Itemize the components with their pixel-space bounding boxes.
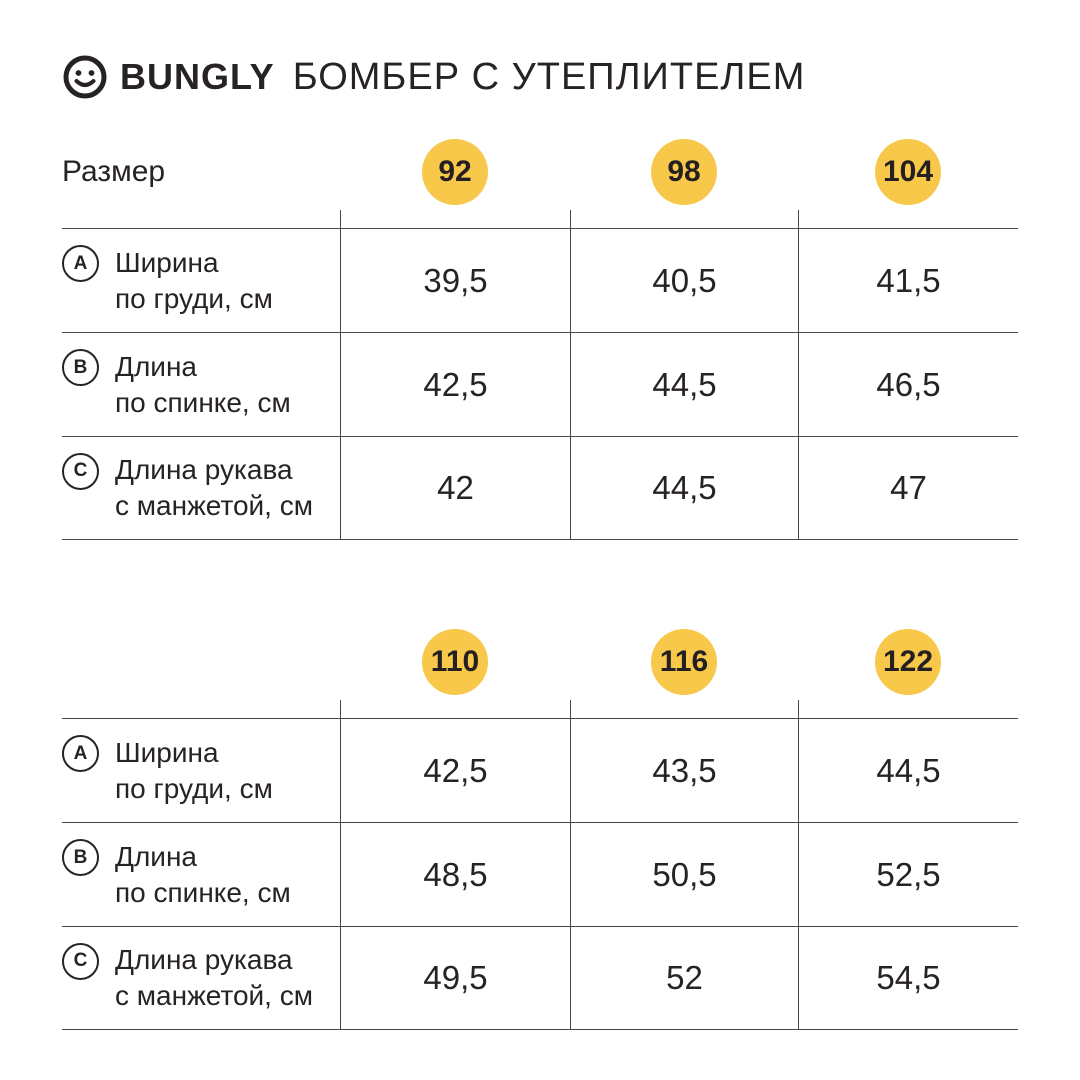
- value-cell: 52,5: [798, 822, 1018, 926]
- value-cell: 42,5: [340, 718, 570, 822]
- tables-gap: [62, 540, 1018, 624]
- value-cell: 41,5: [798, 228, 1018, 332]
- size-header-empty: [62, 624, 340, 700]
- size-badge-98: 98: [651, 139, 717, 205]
- value-cell: 44,5: [570, 436, 798, 540]
- row-letter-badge: B: [62, 349, 99, 386]
- size-chart-page: BUNGLY БОМБЕР С УТЕПЛИТЕЛЕМ Размер 92 98…: [62, 54, 1018, 1030]
- value-cell: 46,5: [798, 332, 1018, 436]
- size-badge-116: 116: [651, 629, 717, 695]
- brand-name: BUNGLY: [120, 56, 275, 97]
- row-label-cell: C Длина рукава с манжетой, см: [62, 926, 340, 1030]
- value-cell: 49,5: [340, 926, 570, 1030]
- row-label: Длина рукава с манжетой, см: [115, 944, 313, 1011]
- column-divider: [340, 700, 570, 718]
- size-header-cell: 92: [340, 134, 570, 210]
- size-table-110-122: 110 116 122 A Ширина по груди, см: [62, 624, 1018, 1030]
- brand-smiley-icon: [62, 54, 108, 100]
- row-label-cell: B Длина по спинке, см: [62, 822, 340, 926]
- value-cell: 47: [798, 436, 1018, 540]
- row-letter-badge: B: [62, 839, 99, 876]
- value-cell: 48,5: [340, 822, 570, 926]
- row-letter-badge: C: [62, 452, 99, 490]
- column-divider: [340, 210, 570, 228]
- value-cell: 50,5: [570, 822, 798, 926]
- size-badge-104: 104: [875, 139, 941, 205]
- value-cell: 52: [570, 926, 798, 1030]
- row-label: Длина по спинке, см: [115, 840, 291, 908]
- value-cell: 42,5: [340, 332, 570, 436]
- row-letter-badge: A: [62, 245, 99, 282]
- size-badge-122: 122: [875, 629, 941, 695]
- size-badge-92: 92: [422, 139, 488, 205]
- row-letter-badge: C: [62, 942, 99, 980]
- header: BUNGLY БОМБЕР С УТЕПЛИТЕЛЕМ: [62, 54, 1018, 100]
- row-label-cell: C Длина рукава с манжетой, см: [62, 436, 340, 540]
- column-divider: [570, 700, 798, 718]
- page-title: БОМБЕР С УТЕПЛИТЕЛЕМ: [292, 55, 806, 98]
- value-cell: 39,5: [340, 228, 570, 332]
- value-cell: 43,5: [570, 718, 798, 822]
- row-label: Длина рукава с манжетой, см: [115, 454, 313, 521]
- size-header-label: Размер: [62, 155, 166, 188]
- size-header-cell: 116: [570, 624, 798, 700]
- column-divider: [798, 210, 1018, 228]
- size-badge-110: 110: [422, 629, 488, 695]
- size-header-cell: 122: [798, 624, 1018, 700]
- row-label: Длина по спинке, см: [115, 350, 291, 418]
- size-table-92-104: Размер 92 98 104 A Ширина по груди, см: [62, 134, 1018, 540]
- row-label-cell: A Ширина по груди, см: [62, 718, 340, 822]
- value-cell: 42: [340, 436, 570, 540]
- value-cell: 44,5: [798, 718, 1018, 822]
- row-letter-badge: A: [62, 735, 99, 772]
- value-cell: 54,5: [798, 926, 1018, 1030]
- value-cell: 44,5: [570, 332, 798, 436]
- column-divider: [798, 700, 1018, 718]
- size-header-cell: 110: [340, 624, 570, 700]
- column-divider: [570, 210, 798, 228]
- size-header-cell: 104: [798, 134, 1018, 210]
- row-label-cell: A Ширина по груди, см: [62, 228, 340, 332]
- row-label: Ширина по груди, см: [115, 736, 273, 804]
- row-label-cell: B Длина по спинке, см: [62, 332, 340, 436]
- value-cell: 40,5: [570, 228, 798, 332]
- row-label: Ширина по груди, см: [115, 246, 273, 314]
- size-header-cell: 98: [570, 134, 798, 210]
